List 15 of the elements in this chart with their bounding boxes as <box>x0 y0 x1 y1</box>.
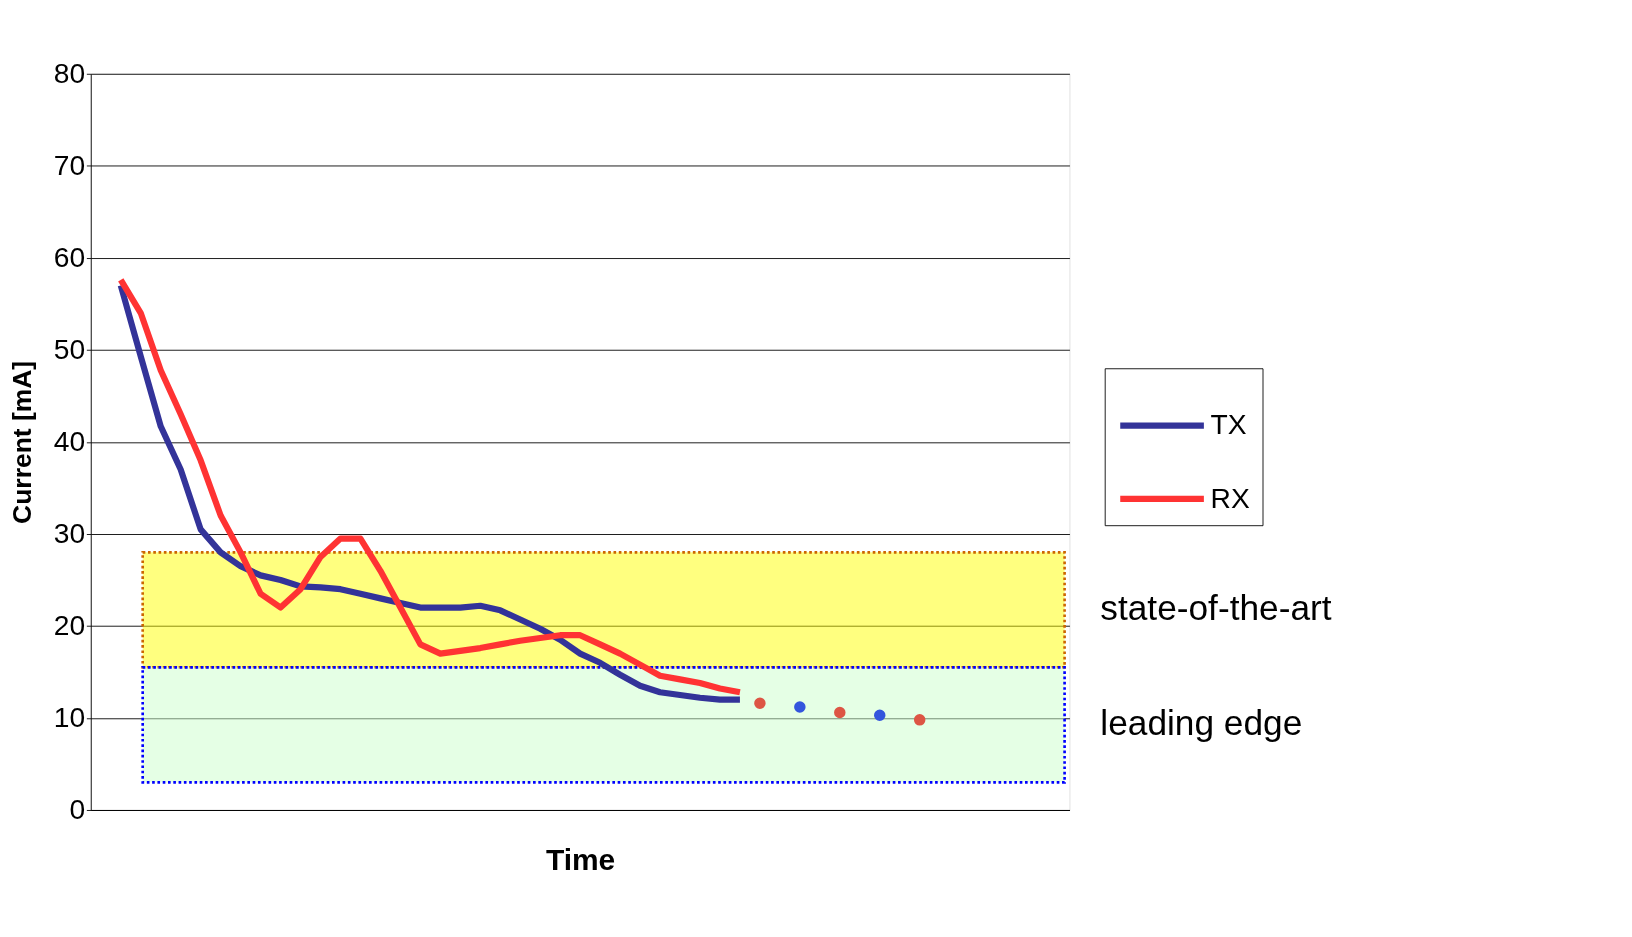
y-tick-label: 0 <box>69 793 86 826</box>
y-tick-label: 80 <box>53 57 86 90</box>
y-tick-label: 30 <box>53 517 86 550</box>
y-tick-label: 60 <box>53 241 86 274</box>
y-tick-label: 20 <box>53 609 86 642</box>
x-axis-title: Time <box>545 842 616 876</box>
y-tick-label: 10 <box>53 701 86 734</box>
legend-label: TX <box>1210 408 1247 441</box>
y-tick-label: 50 <box>53 333 86 366</box>
band-label: state-of-the-art <box>1100 588 1332 628</box>
y-tick-label: 70 <box>53 149 86 182</box>
y-tick-label: 40 <box>53 425 86 458</box>
y-axis-title: Current [mA] <box>6 360 37 524</box>
band-label: leading edge <box>1100 703 1303 743</box>
legend-label: RX <box>1210 481 1250 514</box>
